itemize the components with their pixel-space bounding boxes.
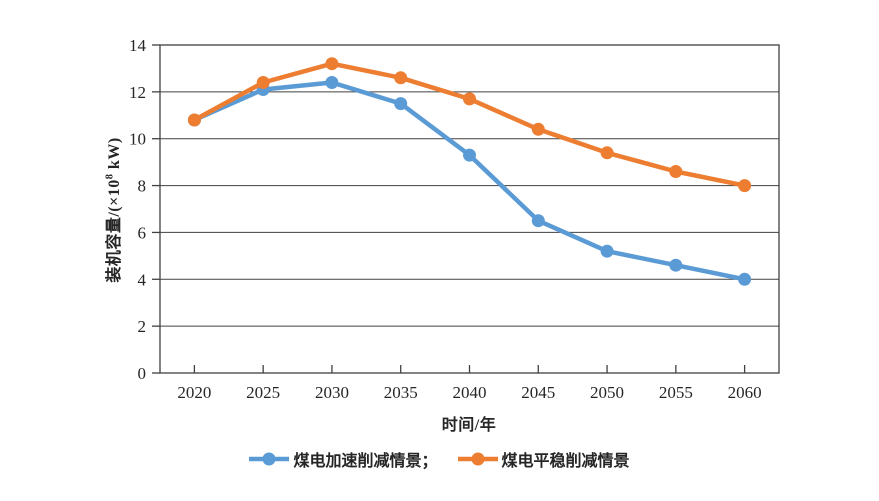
y-tick-label: 14 <box>129 36 147 55</box>
y-tick-label: 2 <box>138 317 147 336</box>
series-marker-1-4 <box>463 92 476 106</box>
x-axis: 2020 2025 2030 2035 2040 2045 2050 2055 2060 <box>177 365 762 402</box>
series-marker-0-4 <box>463 148 476 162</box>
y-tick-label: 12 <box>129 83 146 102</box>
series-marker-0-2 <box>325 76 339 89</box>
series-marker-0-3 <box>394 97 408 111</box>
y-axis: 0 2 4 6 8 10 12 14 <box>129 36 160 383</box>
series-marker-1-0 <box>187 113 201 127</box>
legend-marker-icon <box>249 452 290 466</box>
series-1 <box>187 57 752 193</box>
legend-dot <box>471 452 484 466</box>
y-tick-label: 6 <box>138 223 147 242</box>
series-line-1 <box>192 61 747 188</box>
y-tick-label: 0 <box>138 364 147 383</box>
x-tick-label: 2055 <box>659 383 693 402</box>
x-tick-label: 2025 <box>246 383 280 402</box>
x-tick-label: 2020 <box>177 383 211 402</box>
series-0 <box>187 76 752 286</box>
legend-label-1: 煤电平稳削减情景 <box>501 453 630 470</box>
y-tick-label: 10 <box>129 130 146 149</box>
x-tick-label: 2030 <box>315 383 349 402</box>
x-tick-label: 2050 <box>590 383 624 402</box>
legend: 煤电加速削减情景； 煤电平稳削减情景 <box>0 447 879 471</box>
y-axis-title-unit: kW) <box>106 137 123 174</box>
series-marker-0-6 <box>600 244 614 258</box>
legend-marker-icon <box>457 452 498 466</box>
x-tick-label: 2040 <box>453 383 487 402</box>
legend-item-0: 煤电加速削减情景； <box>249 447 438 471</box>
series-marker-1-5 <box>531 122 545 136</box>
legend-item-1: 煤电平稳削减情景 <box>457 447 630 471</box>
series-marker-1-2 <box>325 57 339 71</box>
series-marker-1-3 <box>394 71 408 85</box>
gridlines <box>160 91 779 327</box>
y-axis-title: 装机容量/(×108 kW) <box>100 137 124 282</box>
legend-dot <box>262 452 276 466</box>
series-marker-1-8 <box>738 179 752 193</box>
legend-label-0: 煤电加速削减情景； <box>293 453 438 470</box>
y-axis-title-text: 装机容量/(×10 <box>106 179 123 283</box>
series-marker-1-6 <box>600 146 614 160</box>
y-tick-label: 8 <box>138 177 147 196</box>
series-line-0 <box>192 80 747 282</box>
x-axis-title: 时间/年 <box>441 417 497 434</box>
series-marker-0-8 <box>738 272 752 286</box>
series-marker-1-1 <box>256 76 270 89</box>
x-tick-label: 2045 <box>521 383 555 402</box>
series-marker-0-7 <box>669 258 683 272</box>
series-marker-1-7 <box>669 165 683 178</box>
series-marker-0-5 <box>531 214 545 228</box>
y-axis-title-exponent: 8 <box>104 173 116 180</box>
y-tick-label: 4 <box>138 270 147 289</box>
x-tick-label: 2035 <box>384 383 418 402</box>
x-tick-label: 2060 <box>728 383 762 402</box>
